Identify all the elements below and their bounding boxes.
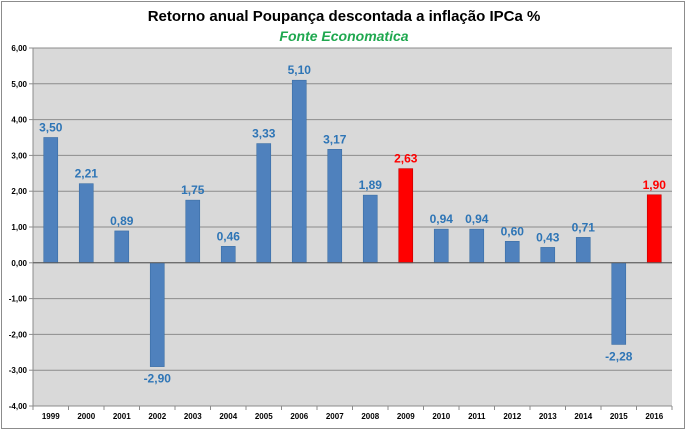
bar-2008: [362, 194, 378, 264]
x-tick-label: 2001: [113, 412, 131, 421]
bar-2010: [433, 228, 449, 264]
chart-subtitle: Fonte Economatica: [279, 28, 409, 44]
y-tick-label: 2,00: [11, 187, 27, 196]
data-label: 3,33: [252, 127, 276, 141]
y-tick-label: -2,00: [9, 330, 28, 339]
x-tick-label: 2016: [645, 412, 663, 421]
x-tick-label: 2005: [255, 412, 273, 421]
x-tick-label: 2004: [219, 412, 237, 421]
data-label: 0,60: [501, 224, 525, 238]
data-label: 1,90: [643, 178, 667, 192]
x-tick-label: 1999: [42, 412, 60, 421]
data-label: 0,94: [430, 212, 454, 226]
bar-2014: [575, 237, 591, 264]
bar-2012: [504, 241, 520, 264]
data-label: 3,50: [39, 121, 63, 135]
x-tick-label: 2002: [148, 412, 166, 421]
data-label: 1,89: [359, 178, 383, 192]
x-tick-label: 2012: [503, 412, 521, 421]
data-label: 0,46: [217, 229, 241, 243]
bar-1999: [43, 137, 59, 264]
bar-2003: [185, 199, 201, 264]
data-label: 3,17: [323, 132, 347, 146]
bar-2000: [78, 183, 94, 264]
data-label: 0,71: [572, 220, 596, 234]
data-label: 0,89: [110, 214, 134, 228]
bar-2015: [611, 262, 627, 345]
bar-2002: [149, 262, 165, 367]
x-tick-label: 2006: [290, 412, 308, 421]
data-label: 2,21: [75, 167, 99, 181]
y-tick-label: 3,00: [11, 151, 27, 160]
data-label: 5,10: [288, 63, 312, 77]
bar-2007: [327, 149, 343, 264]
bar-2001: [114, 230, 130, 264]
y-tick-label: 6,00: [11, 44, 27, 53]
x-tick-label: 2010: [432, 412, 450, 421]
y-tick-label: -1,00: [9, 295, 28, 304]
x-tick-label: 2014: [574, 412, 592, 421]
y-tick-label: -4,00: [9, 402, 28, 411]
bar-2013: [540, 247, 556, 264]
x-tick-label: 2013: [539, 412, 557, 421]
data-label: 2,63: [394, 152, 418, 166]
bar-2005: [256, 143, 272, 264]
bar-2006: [291, 79, 307, 264]
y-tick-label: 1,00: [11, 223, 27, 232]
y-tick-label: 0,00: [11, 259, 27, 268]
data-label: 0,43: [536, 230, 560, 244]
data-label: -2,90: [144, 372, 172, 386]
bar-2004: [220, 246, 236, 264]
chart-title: Retorno anual Poupança descontada a infl…: [147, 8, 541, 25]
y-tick-label: 5,00: [11, 80, 27, 89]
x-tick-label: 2008: [361, 412, 379, 421]
bar-2009: [398, 168, 414, 264]
data-label: 0,94: [465, 212, 489, 226]
data-label: 1,75: [181, 183, 205, 197]
y-tick-label: 4,00: [11, 116, 27, 125]
data-label: -2,28: [605, 349, 633, 363]
x-tick-label: 2007: [326, 412, 344, 421]
y-tick-label: -3,00: [9, 366, 28, 375]
x-tick-label: 2011: [468, 412, 486, 421]
x-tick-label: 2003: [184, 412, 202, 421]
x-tick-label: 2009: [397, 412, 415, 421]
x-tick-label: 2015: [610, 412, 628, 421]
bar-2016: [646, 194, 662, 264]
x-tick-label: 2000: [77, 412, 95, 421]
bar-2011: [469, 228, 485, 264]
